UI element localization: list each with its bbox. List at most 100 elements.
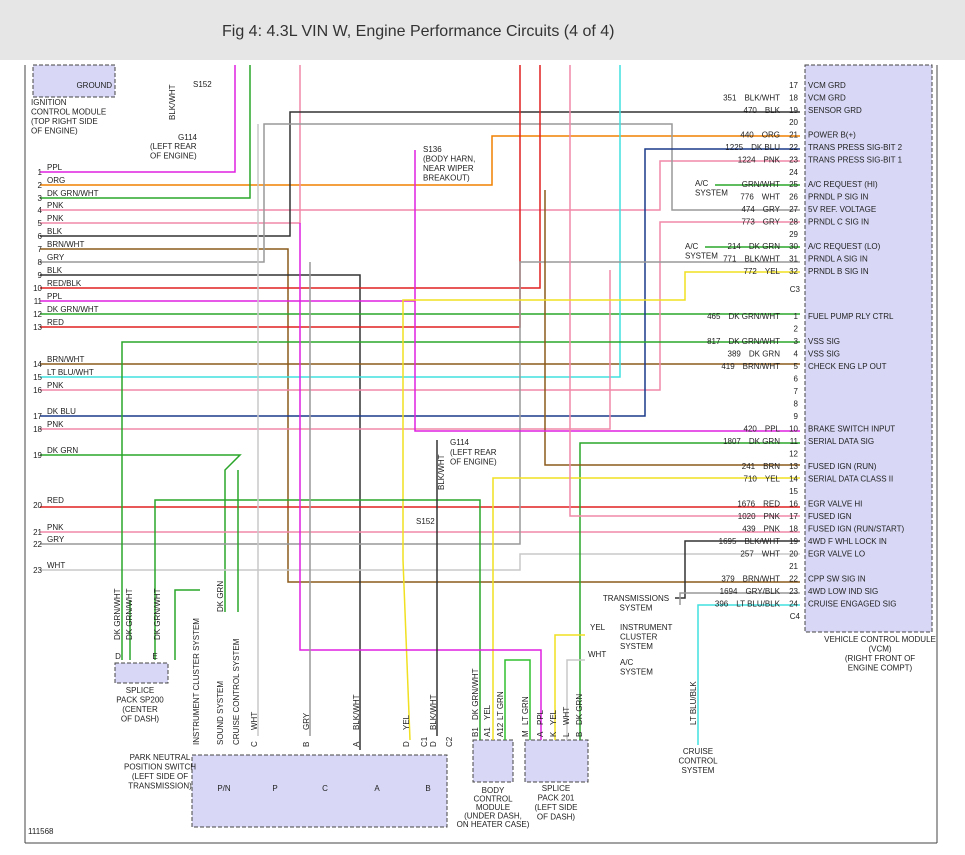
label: BRAKE SWITCH INPUT bbox=[808, 425, 895, 434]
wire bbox=[40, 160, 800, 211]
wire bbox=[40, 135, 800, 186]
label: 9 bbox=[794, 412, 799, 421]
label: BLK bbox=[47, 227, 63, 236]
label: 214 bbox=[728, 242, 742, 251]
label: DK GRN bbox=[216, 581, 225, 612]
label: SPLICE bbox=[542, 784, 570, 793]
label: GRY bbox=[47, 253, 65, 262]
label: ENGINE COMPT) bbox=[848, 664, 913, 673]
label: A/C bbox=[620, 658, 634, 667]
label: FUEL PUMP RLY CTRL bbox=[808, 312, 894, 321]
label: BLK/WHT bbox=[744, 537, 780, 546]
label: 20 bbox=[33, 501, 42, 510]
label: BRN bbox=[763, 462, 780, 471]
label: RED/BLK bbox=[47, 279, 82, 288]
wire bbox=[40, 65, 236, 173]
label: CHECK ENG LP OUT bbox=[808, 362, 887, 371]
label: 27 bbox=[789, 205, 798, 214]
label: WHT bbox=[588, 650, 606, 659]
label: 23 bbox=[789, 155, 798, 164]
label: 420 bbox=[744, 425, 758, 434]
label: GRN/WHT bbox=[742, 180, 780, 189]
label: BLK/WHT bbox=[744, 255, 780, 264]
label: A bbox=[374, 784, 380, 793]
wire bbox=[40, 274, 361, 750]
wire bbox=[154, 499, 481, 740]
label: PPL bbox=[536, 709, 545, 725]
label: 776 bbox=[740, 193, 754, 202]
label: PARK NEUTRAL bbox=[130, 753, 191, 762]
label: SERIAL DATA SIG bbox=[808, 437, 874, 446]
label: 351 bbox=[723, 93, 737, 102]
label: TRANS PRESS SIG-BIT 2 bbox=[808, 143, 903, 152]
label: (BODY HARN, bbox=[423, 155, 475, 164]
label: 23 bbox=[33, 566, 42, 575]
label: D bbox=[115, 652, 121, 661]
label: PNK bbox=[47, 214, 64, 223]
label: GRY/BLK bbox=[745, 587, 780, 596]
label: C2 bbox=[445, 736, 454, 747]
label: SYSTEM bbox=[685, 252, 718, 261]
wire bbox=[40, 148, 800, 417]
label: 1 bbox=[38, 168, 43, 177]
label: BLK/WHT bbox=[744, 93, 780, 102]
label: OF DASH) bbox=[537, 813, 576, 822]
label: CRUISE CONTROL SYSTEM bbox=[232, 638, 241, 745]
label: PACK 201 bbox=[538, 794, 575, 803]
wire bbox=[40, 65, 251, 199]
label: 22 bbox=[789, 575, 798, 584]
wire bbox=[402, 271, 800, 741]
label: BLK bbox=[765, 106, 781, 115]
label: (RIGHT FRONT OF bbox=[845, 654, 915, 663]
label: BLK/WHT bbox=[437, 454, 446, 490]
label: C bbox=[250, 741, 259, 747]
label: BLK bbox=[47, 266, 63, 275]
label: 1807 bbox=[723, 437, 741, 446]
label: 773 bbox=[741, 217, 755, 226]
label: (LEFT SIDE OF bbox=[132, 772, 188, 781]
label: 25 bbox=[789, 180, 798, 189]
label: DK GRN bbox=[749, 242, 780, 251]
label: OF ENGINE) bbox=[150, 152, 197, 161]
label: TRANSMISSIONS bbox=[603, 594, 669, 603]
label: IGNITION bbox=[31, 98, 67, 107]
label: LT BLU/BLK bbox=[689, 681, 698, 725]
label: 32 bbox=[789, 267, 798, 276]
label: VCM GRD bbox=[808, 81, 846, 90]
bcm-box bbox=[472, 739, 514, 783]
label: 6 bbox=[38, 232, 43, 241]
wire bbox=[579, 442, 800, 740]
label: C1 bbox=[420, 736, 429, 747]
label: 18 bbox=[33, 425, 42, 434]
label: RED bbox=[47, 496, 64, 505]
label: P bbox=[272, 784, 277, 793]
label: TRANSMISSION) bbox=[128, 782, 192, 791]
label: 439 bbox=[742, 525, 756, 534]
label: PRNDL A SIG IN bbox=[808, 255, 868, 264]
label: 1695 bbox=[719, 537, 737, 546]
label: DK GRN/WHT bbox=[47, 305, 99, 314]
label: OF ENGINE) bbox=[450, 458, 497, 467]
label: 9 bbox=[38, 271, 43, 280]
label: PACK SP200 bbox=[116, 696, 164, 705]
label: SOUND SYSTEM bbox=[216, 681, 225, 745]
label: A12 bbox=[496, 722, 505, 737]
label: PNK bbox=[764, 525, 781, 534]
label: 19 bbox=[33, 451, 42, 460]
label: PPL bbox=[47, 292, 63, 301]
header-bar bbox=[0, 0, 965, 60]
label: (LEFT REAR bbox=[450, 448, 497, 457]
label: 257 bbox=[740, 550, 754, 559]
label: 5V REF. VOLTAGE bbox=[808, 205, 876, 214]
label: DK GRN/WHT bbox=[728, 337, 780, 346]
label: (VCM) bbox=[868, 645, 891, 654]
wire bbox=[569, 65, 800, 517]
label: L bbox=[562, 732, 571, 737]
label: SYSTEM bbox=[695, 189, 728, 198]
label: PRNDL C SIG IN bbox=[808, 217, 869, 226]
label: YEL bbox=[549, 709, 558, 725]
label: 6 bbox=[794, 375, 799, 384]
label: 19 bbox=[789, 106, 798, 115]
label: ORG bbox=[762, 131, 780, 140]
